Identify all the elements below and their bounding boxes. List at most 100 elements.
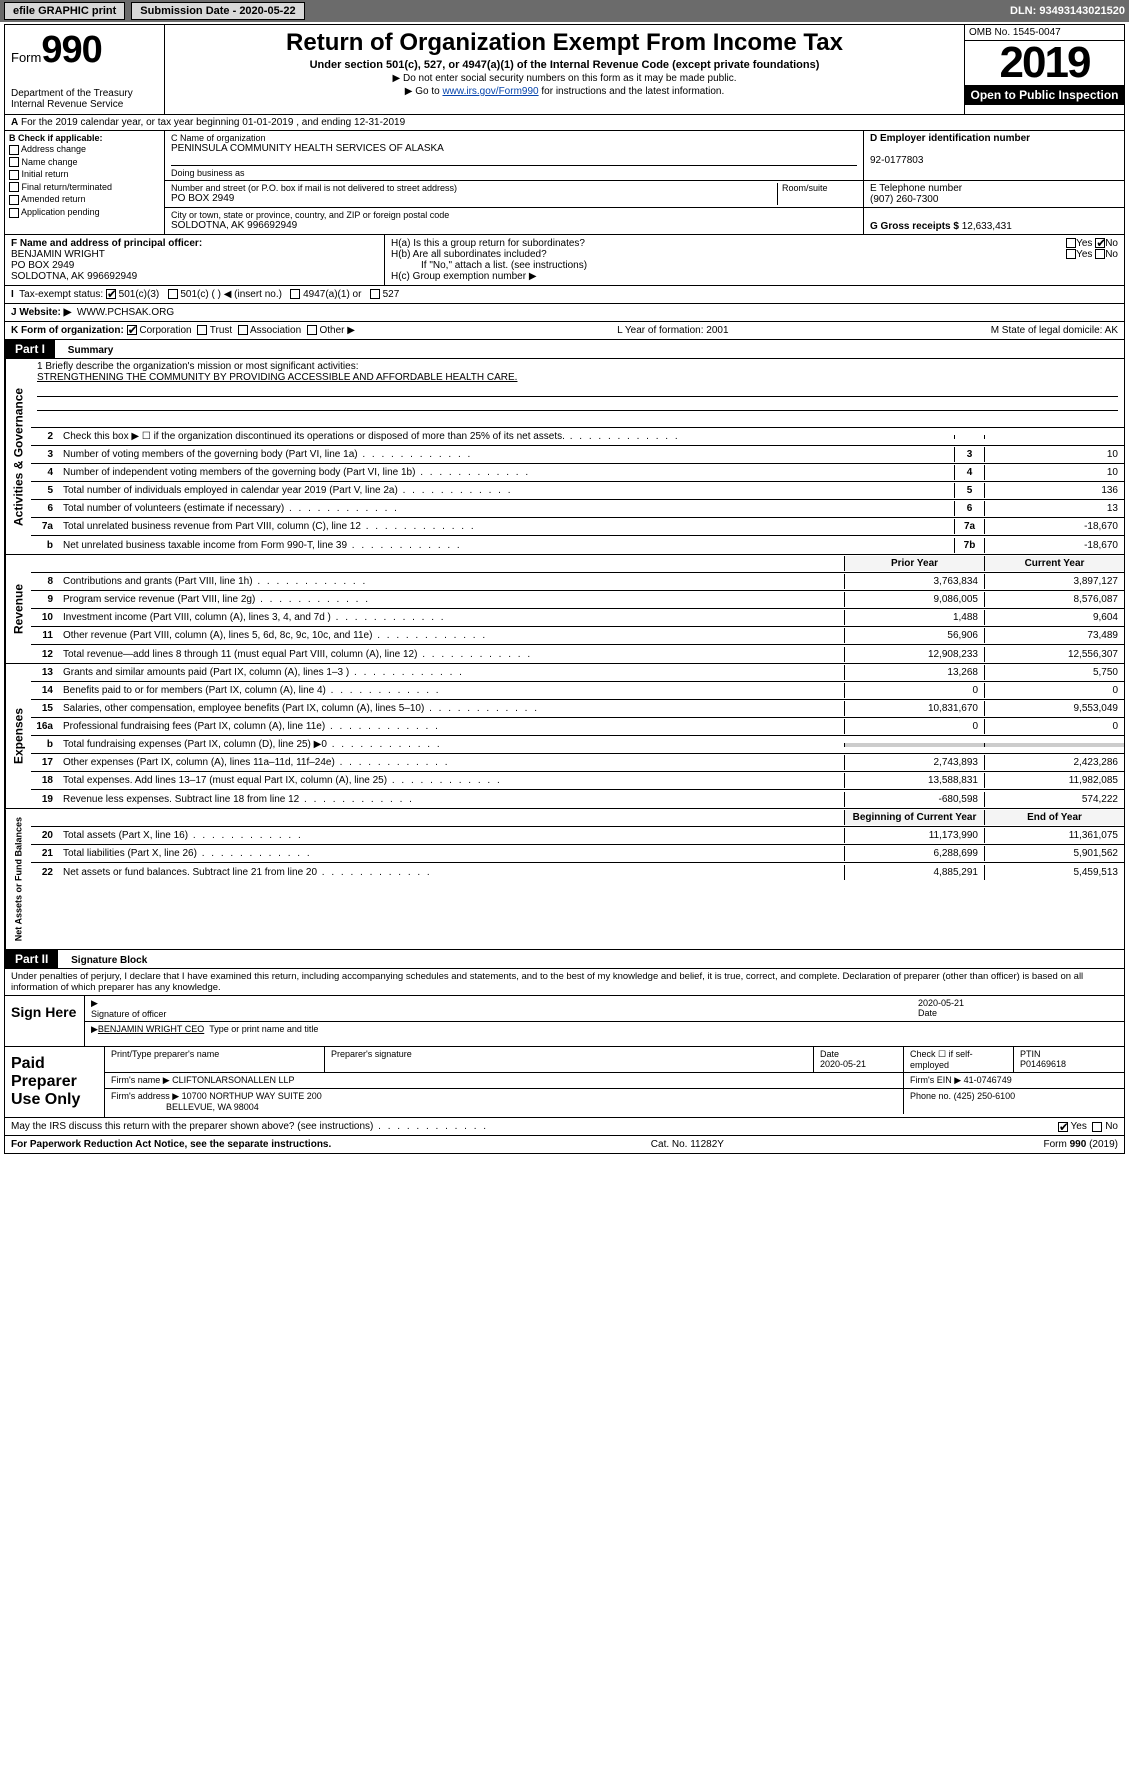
- 501c3-checkbox[interactable]: [106, 289, 116, 299]
- line-num: 21: [31, 846, 59, 861]
- discuss-no-checkbox[interactable]: [1092, 1122, 1102, 1132]
- form-container: Form990 Department of the Treasury Inter…: [4, 24, 1125, 1154]
- officer-label: F Name and address of principal officer:: [11, 238, 202, 249]
- line-num: 2: [31, 429, 59, 444]
- line-num: 20: [31, 828, 59, 843]
- firm-addr-row: Firm's address ▶ 10700 NORTHUP WAY SUITE…: [105, 1089, 1124, 1114]
- other-checkbox[interactable]: [307, 325, 317, 335]
- line-num: 6: [31, 501, 59, 516]
- yes-label: Yes: [1071, 1121, 1087, 1132]
- current-year-value: 0: [984, 683, 1124, 698]
- footer-left: For Paperwork Reduction Act Notice, see …: [11, 1139, 331, 1150]
- discuss-yes-checkbox[interactable]: [1058, 1122, 1068, 1132]
- line-num: 17: [31, 755, 59, 770]
- line-num: 13: [31, 665, 59, 680]
- no-label: No: [1105, 1121, 1118, 1132]
- boxes-fh: F Name and address of principal officer:…: [5, 235, 1124, 286]
- form-title: Return of Organization Exempt From Incom…: [171, 29, 958, 57]
- part1-header: Part I Summary: [5, 340, 1124, 359]
- application-pending-checkbox[interactable]: [9, 208, 19, 218]
- officer-name: BENJAMIN WRIGHT: [11, 249, 105, 260]
- firm-ein: 41-0746749: [964, 1075, 1012, 1085]
- line-num: 18: [31, 773, 59, 788]
- line-row: 15 Salaries, other compensation, employe…: [31, 700, 1124, 718]
- line-text: Number of voting members of the governin…: [59, 447, 954, 462]
- hb-no-checkbox[interactable]: [1095, 249, 1105, 259]
- current-year-value: 3,897,127: [984, 574, 1124, 589]
- 4947-checkbox[interactable]: [290, 289, 300, 299]
- hb-yes-checkbox[interactable]: [1066, 249, 1076, 259]
- year-header-row: Prior Year Current Year: [31, 555, 1124, 573]
- form-subtitle: Under section 501(c), 527, or 4947(a)(1)…: [171, 59, 958, 71]
- footer-row: For Paperwork Reduction Act Notice, see …: [5, 1135, 1124, 1153]
- line-row: 21 Total liabilities (Part X, line 26) 6…: [31, 845, 1124, 863]
- line-row: 9 Program service revenue (Part VIII, li…: [31, 591, 1124, 609]
- part1-badge: Part I: [5, 340, 55, 358]
- note-2-pre: ▶ Go to: [405, 86, 443, 97]
- prior-year-value: 11,173,990: [844, 828, 984, 843]
- open-to-public: Open to Public Inspection: [965, 85, 1124, 105]
- paid-label: Paid Preparer Use Only: [5, 1047, 105, 1117]
- line-text: Total assets (Part X, line 16): [59, 828, 844, 843]
- city-label: City or town, state or province, country…: [171, 210, 857, 220]
- box-i-row: I Tax-exempt status: 501(c)(3) 501(c) ( …: [5, 286, 1124, 304]
- initial-return-checkbox[interactable]: [9, 170, 19, 180]
- prior-year-value: 0: [844, 719, 984, 734]
- line-row: 10 Investment income (Part VIII, column …: [31, 609, 1124, 627]
- sig-officer-label: Signature of officer: [91, 1009, 166, 1019]
- address-change-checkbox[interactable]: [9, 145, 19, 155]
- line-row: b Total fundraising expenses (Part IX, c…: [31, 736, 1124, 754]
- line-text: Professional fundraising fees (Part IX, …: [59, 719, 844, 734]
- corp-checkbox[interactable]: [127, 325, 137, 335]
- year-formation: L Year of formation: 2001: [617, 325, 728, 336]
- sig-officer-row: ▶Signature of officer 2020-05-21Date: [85, 996, 1124, 1022]
- opt-label: Trust: [210, 325, 232, 336]
- 527-checkbox[interactable]: [370, 289, 380, 299]
- efile-button[interactable]: efile GRAPHIC print: [4, 2, 125, 20]
- line-text: Contributions and grants (Part VIII, lin…: [59, 574, 844, 589]
- ein-label: D Employer identification number: [870, 133, 1030, 144]
- line-row: b Net unrelated business taxable income …: [31, 536, 1124, 554]
- part2-badge: Part II: [5, 950, 58, 968]
- assoc-checkbox[interactable]: [238, 325, 248, 335]
- line-num: 19: [31, 792, 59, 807]
- line-value: 136: [984, 483, 1124, 498]
- trust-checkbox[interactable]: [197, 325, 207, 335]
- boxes-cde: C Name of organization PENINSULA COMMUNI…: [165, 131, 1124, 234]
- name-change-checkbox[interactable]: [9, 157, 19, 167]
- box-b-label: B Check if applicable:: [9, 133, 103, 143]
- instructions-link[interactable]: www.irs.gov/Form990: [442, 86, 538, 97]
- firm-addr1: 10700 NORTHUP WAY SUITE 200: [182, 1091, 322, 1101]
- line-box: 4: [954, 465, 984, 480]
- box-i: I Tax-exempt status: 501(c)(3) 501(c) ( …: [5, 286, 1124, 303]
- 501c-checkbox[interactable]: [168, 289, 178, 299]
- line-num: 11: [31, 628, 59, 643]
- officer-addr1: PO BOX 2949: [11, 260, 74, 271]
- mission-block: 1 Briefly describe the organization's mi…: [31, 359, 1124, 428]
- year-block: OMB No. 1545-0047 2019 Open to Public In…: [964, 25, 1124, 114]
- amended-return-checkbox[interactable]: [9, 195, 19, 205]
- prior-year-value: -680,598: [844, 792, 984, 807]
- line-text: Total revenue—add lines 8 through 11 (mu…: [59, 647, 844, 662]
- box-k-row: K Form of organization: Corporation Trus…: [5, 322, 1124, 340]
- part1-title: Summary: [58, 345, 114, 356]
- line-num: b: [31, 538, 59, 553]
- current-year-value: 11,982,085: [984, 773, 1124, 788]
- line-text: Net assets or fund balances. Subtract li…: [59, 865, 844, 880]
- final-return-checkbox[interactable]: [9, 182, 19, 192]
- revenue-section: Revenue Prior Year Current Year 8 Contri…: [5, 555, 1124, 664]
- current-year-value: 5,750: [984, 665, 1124, 680]
- box-e: E Telephone number (907) 260-7300: [864, 181, 1124, 207]
- line-row: 6 Total number of volunteers (estimate i…: [31, 500, 1124, 518]
- city-value: SOLDOTNA, AK 996692949: [171, 220, 857, 231]
- ha-yes-checkbox[interactable]: [1066, 238, 1076, 248]
- cb-label: Name change: [22, 157, 78, 167]
- tax-status-label: Tax-exempt status:: [19, 289, 103, 300]
- hb-label: H(b) Are all subordinates included?: [391, 249, 547, 260]
- ha-no-checkbox[interactable]: [1095, 238, 1105, 248]
- opt-label: 4947(a)(1) or: [303, 289, 361, 300]
- line-row: 20 Total assets (Part X, line 16) 11,173…: [31, 827, 1124, 845]
- line-num: 10: [31, 610, 59, 625]
- prep-name-label: Print/Type preparer's name: [105, 1047, 325, 1072]
- mission-text: STRENGTHENING THE COMMUNITY BY PROVIDING…: [37, 372, 1118, 383]
